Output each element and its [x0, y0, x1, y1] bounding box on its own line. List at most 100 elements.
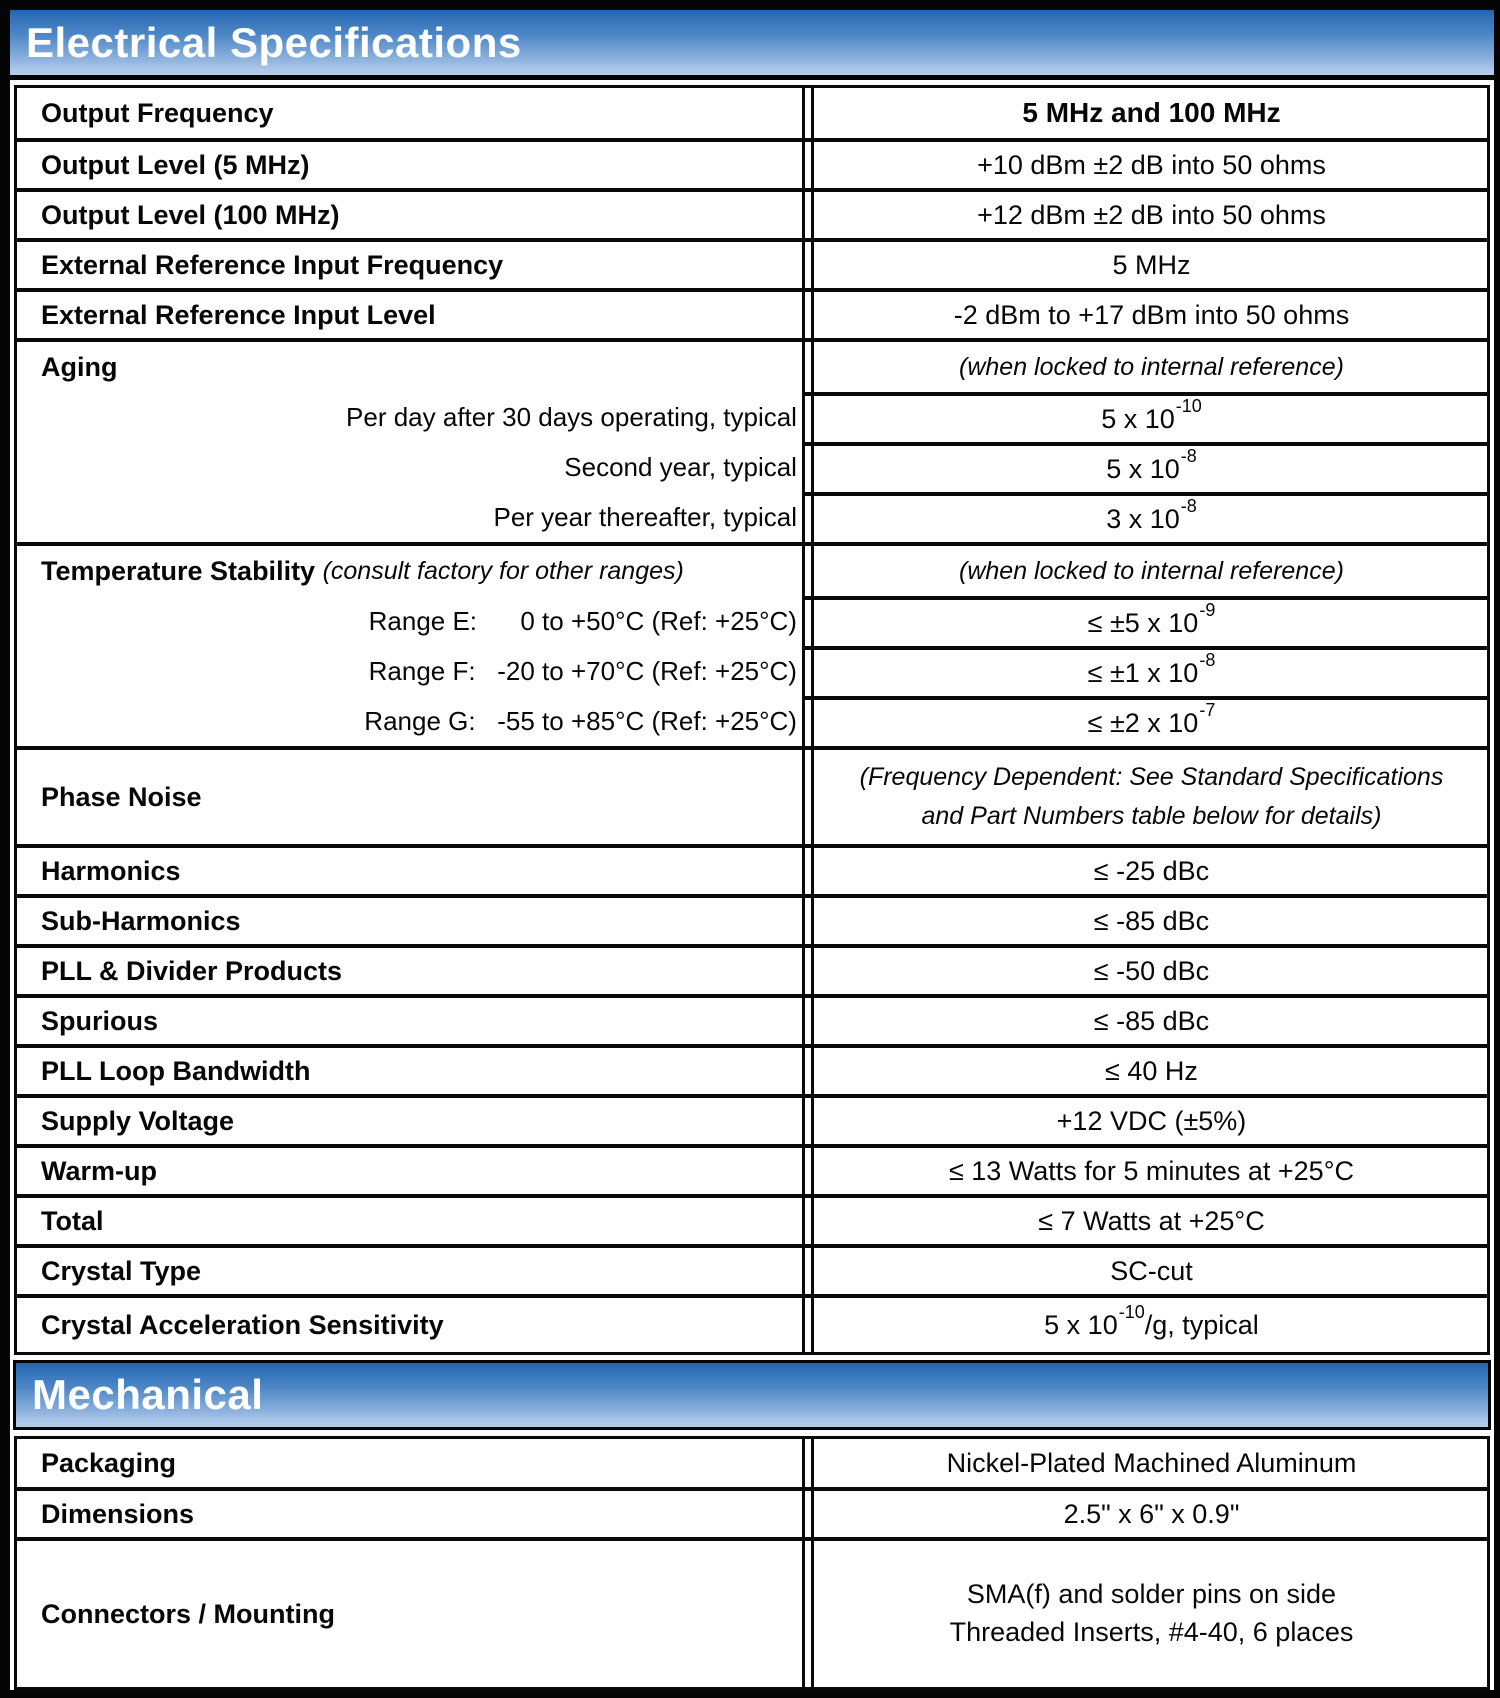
row-label: External Reference Input Level — [41, 299, 436, 330]
row-warm-up: Warm-up ≤ 13 Watts for 5 minutes at +25°… — [17, 1144, 1487, 1194]
temp-stability-label-note: (consult factory for other ranges) — [322, 556, 684, 585]
row-label: Output Level (100 MHz) — [41, 199, 340, 230]
phase-noise-note-line2: and Part Numbers table below for details… — [921, 802, 1382, 830]
temp-range-label: Range G: -55 to +85°C (Ref: +25°C) — [364, 705, 797, 736]
temp-range-value: ≤ ±2 x 10 -7 — [801, 696, 1487, 746]
mechanical-table: Packaging Nickel-Plated Machined Aluminu… — [14, 1436, 1490, 1690]
row-label: Output Frequency — [41, 97, 274, 128]
aging-value: 3 x 10 -8 — [801, 492, 1487, 542]
value-base: ≤ ±2 x 10 — [1087, 707, 1199, 738]
row-crystal-type: Crystal Type SC-cut — [17, 1244, 1487, 1294]
connectors-value-line1: SMA(f) and solder pins on side — [966, 1579, 1337, 1610]
aging-sub-label: Per day after 30 days operating, typical — [346, 401, 797, 432]
row-ext-ref-input-frequency: External Reference Input Frequency 5 MHz — [17, 238, 1487, 288]
aging-label: Aging — [41, 351, 118, 382]
temp-stability-label: Temperature Stability (consult factory f… — [17, 546, 802, 596]
row-output-level-100mhz: Output Level (100 MHz) +12 dBm ±2 dB int… — [17, 188, 1487, 238]
value-exponent: -10 — [1118, 1301, 1145, 1322]
row-aging: Aging Per day after 30 days operating, t… — [17, 338, 1487, 542]
row-label: Dimensions — [41, 1498, 195, 1529]
row-supply-voltage: Supply Voltage +12 VDC (±5%) — [17, 1094, 1487, 1144]
value-exponent: -9 — [1199, 599, 1216, 620]
value-base: ≤ ±5 x 10 — [1087, 607, 1199, 638]
row-value: Nickel-Plated Machined Aluminum — [946, 1447, 1357, 1478]
row-packaging: Packaging Nickel-Plated Machined Aluminu… — [17, 1439, 1487, 1487]
temp-stability-note: (when locked to internal reference) — [959, 556, 1344, 585]
value-suffix: /g, typical — [1144, 1309, 1259, 1340]
value-base: 3 x 10 — [1106, 503, 1180, 534]
row-label: Phase Noise — [41, 781, 202, 812]
row-ext-ref-input-level: External Reference Input Level -2 dBm to… — [17, 288, 1487, 338]
row-phase-noise: Phase Noise (Frequency Dependent: See St… — [17, 746, 1487, 844]
row-label: Spurious — [41, 1005, 159, 1036]
aging-value: 5 x 10 -10 — [801, 392, 1487, 442]
temp-range-label: Range E: 0 to +50°C (Ref: +25°C) — [368, 605, 797, 636]
temp-stability-value-cell: (when locked to internal reference) ≤ ±5… — [801, 546, 1487, 746]
row-label: Crystal Acceleration Sensitivity — [41, 1309, 444, 1340]
row-label: Output Level (5 MHz) — [41, 149, 310, 180]
connectors-value-line2: Threaded Inserts, #4-40, 6 places — [949, 1617, 1354, 1647]
row-label: Warm-up — [41, 1155, 157, 1186]
row-value: ≤ -85 dBc — [1093, 1005, 1210, 1036]
row-output-frequency: Output Frequency 5 MHz and 100 MHz — [17, 88, 1487, 138]
value-exponent: -8 — [1180, 495, 1197, 516]
row-label: Harmonics — [41, 855, 181, 886]
row-total: Total ≤ 7 Watts at +25°C — [17, 1194, 1487, 1244]
value-exponent: -10 — [1175, 395, 1202, 416]
temp-stability-label-cell: Temperature Stability (consult factory f… — [17, 546, 802, 746]
row-label: Packaging — [41, 1447, 177, 1478]
row-temperature-stability: Temperature Stability (consult factory f… — [17, 542, 1487, 746]
row-pll-divider-products: PLL & Divider Products ≤ -50 dBc — [17, 944, 1487, 994]
row-value: +12 dBm ±2 dB into 50 ohms — [977, 199, 1326, 230]
row-spurious: Spurious ≤ -85 dBc — [17, 994, 1487, 1044]
aging-sub-label: Per year thereafter, typical — [493, 501, 797, 532]
row-value: 5 MHz and 100 MHz — [1022, 97, 1281, 128]
aging-sub-label: Second year, typical — [564, 451, 797, 482]
row-value: ≤ -25 dBc — [1093, 855, 1210, 886]
mechanical-header-band: Mechanical — [13, 1360, 1491, 1430]
row-label: Connectors / Mounting — [41, 1598, 335, 1629]
row-sub-harmonics: Sub-Harmonics ≤ -85 dBc — [17, 894, 1487, 944]
row-label: PLL & Divider Products — [41, 955, 343, 986]
row-label: Sub-Harmonics — [41, 905, 241, 936]
aging-value: 5 x 10 -8 — [801, 442, 1487, 492]
row-label: Supply Voltage — [41, 1105, 235, 1136]
aging-note: (when locked to internal reference) — [959, 352, 1344, 381]
temp-range-value: ≤ ±1 x 10 -8 — [801, 646, 1487, 696]
row-connectors-mounting: Connectors / Mounting SMA(f) and solder … — [17, 1537, 1487, 1687]
row-value: ≤ -85 dBc — [1093, 905, 1210, 936]
row-value: 5 MHz — [1112, 249, 1191, 280]
row-value: ≤ 13 Watts for 5 minutes at +25°C — [948, 1155, 1354, 1186]
phase-noise-note-line1: (Frequency Dependent: See Standard Speci… — [859, 763, 1444, 791]
value-base: 5 x 10 — [1101, 403, 1175, 434]
row-crystal-acceleration-sensitivity: Crystal Acceleration Sensitivity 5 x 10-… — [17, 1294, 1487, 1352]
value-base: ≤ ±1 x 10 — [1087, 657, 1199, 688]
row-pll-loop-bandwidth: PLL Loop Bandwidth ≤ 40 Hz — [17, 1044, 1487, 1094]
aging-value-cell: (when locked to internal reference) 5 x … — [801, 342, 1487, 542]
electrical-header-band: Electrical Specifications — [10, 10, 1494, 80]
row-value: 2.5" x 6" x 0.9" — [1063, 1498, 1240, 1529]
row-value: +12 VDC (±5%) — [1056, 1105, 1247, 1136]
row-value: SMA(f) and solder pins on side Threaded … — [802, 1541, 1487, 1687]
row-value: ≤ 40 Hz — [1105, 1055, 1198, 1086]
aging-label-cell: Aging Per day after 30 days operating, t… — [17, 342, 802, 542]
row-label: Total — [41, 1205, 104, 1236]
row-label: External Reference Input Frequency — [41, 249, 504, 280]
temp-range-value: ≤ ±5 x 10 -9 — [801, 596, 1487, 646]
electrical-table: Output Frequency 5 MHz and 100 MHz Outpu… — [14, 85, 1490, 1355]
label-bold: Temperature Stability — [41, 555, 323, 586]
temp-range-label: Range F: -20 to +70°C (Ref: +25°C) — [368, 655, 797, 686]
row-output-level-5mhz: Output Level (5 MHz) +10 dBm ±2 dB into … — [17, 138, 1487, 188]
value-base: 5 x 10 — [1106, 453, 1180, 484]
value-exponent: -7 — [1199, 699, 1216, 720]
row-value: ≤ 7 Watts at +25°C — [1038, 1205, 1265, 1236]
row-label: PLL Loop Bandwidth — [41, 1055, 311, 1086]
row-value: ≤ -50 dBc — [1093, 955, 1210, 986]
row-value: +10 dBm ±2 dB into 50 ohms — [977, 149, 1326, 180]
value-exponent: -8 — [1199, 649, 1216, 670]
row-value: -2 dBm to +17 dBm into 50 ohms — [953, 299, 1350, 330]
mechanical-header-title: Mechanical — [32, 1371, 264, 1418]
value-exponent: -8 — [1180, 445, 1197, 466]
row-value: 5 x 10 -10/g, typical — [802, 1298, 1487, 1352]
